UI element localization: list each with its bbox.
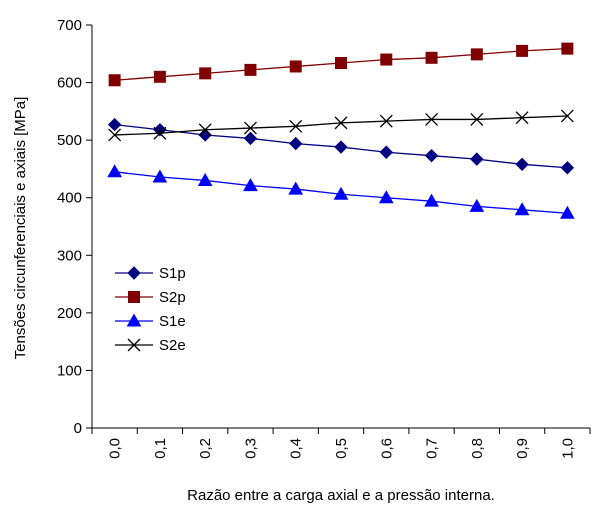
data-point	[515, 111, 529, 125]
data-point	[199, 67, 212, 80]
series-s1p	[107, 117, 575, 175]
y-tick-label: 400	[57, 190, 82, 207]
data-point	[108, 74, 121, 87]
x-tick-label: 0,3	[242, 438, 259, 459]
y-tick-label: 100	[57, 362, 82, 379]
y-tick-label: 700	[57, 17, 82, 34]
y-tick-label: 300	[57, 247, 82, 264]
data-point	[153, 70, 166, 83]
legend-marker	[127, 266, 141, 280]
legend-entry-s2e: S2e	[115, 337, 186, 354]
data-point	[243, 131, 258, 146]
series-s2e	[108, 109, 574, 142]
y-axis-title: Tensões circunferenciais e axiais [MPa]	[12, 97, 29, 360]
legend: S1p S2p S1e S2e	[115, 265, 186, 354]
x-axis-title: Razão entre a carga axial e a pressão in…	[187, 487, 495, 504]
data-point	[515, 157, 529, 172]
data-point	[289, 60, 302, 73]
y-tick-label: 200	[57, 305, 82, 322]
data-point	[561, 42, 574, 55]
data-point	[379, 145, 393, 159]
data-point	[379, 114, 393, 128]
data-point	[197, 172, 213, 186]
data-point	[516, 44, 529, 57]
x-tick-label: 0,4	[288, 438, 305, 459]
data-point	[289, 136, 303, 151]
x-tick-label: 0,5	[333, 438, 350, 459]
data-point	[334, 116, 348, 130]
x-tick-label: 0,9	[514, 438, 531, 459]
legend-label: S2p	[159, 289, 186, 306]
data-point	[470, 152, 484, 166]
data-point	[424, 148, 439, 163]
data-point	[424, 193, 439, 207]
data-point	[153, 126, 167, 140]
data-point	[425, 112, 439, 126]
data-point	[380, 53, 393, 66]
data-point	[108, 128, 122, 142]
legend-marker	[128, 291, 140, 303]
data-point	[243, 121, 257, 135]
legend-marker	[127, 338, 141, 352]
x-tick-label: 0,1	[152, 438, 169, 459]
y-tick-label: 600	[57, 75, 82, 92]
data-point	[560, 161, 575, 175]
legend-entry-s2p: S2p	[115, 289, 186, 306]
data-point	[514, 202, 530, 216]
series-layer	[107, 42, 575, 219]
data-point	[335, 56, 347, 69]
data-point	[560, 205, 575, 219]
legend-entry-s1e: S1e	[115, 313, 186, 330]
data-point	[470, 112, 484, 126]
series-s2p	[108, 42, 574, 87]
x-tick-label: 0,7	[424, 438, 441, 459]
data-point	[425, 51, 438, 64]
x-tick-label: 0,2	[197, 438, 214, 459]
data-point	[107, 117, 122, 132]
y-tick-label: 500	[57, 132, 82, 149]
legend-marker	[126, 313, 142, 327]
legend-label: S2e	[159, 337, 186, 354]
y-tick-label: 0	[74, 420, 82, 437]
x-tick-label: 0,0	[107, 438, 124, 459]
data-point	[289, 119, 303, 133]
data-point	[198, 128, 212, 142]
data-point	[152, 169, 168, 183]
data-point	[244, 63, 257, 76]
data-point	[334, 140, 348, 154]
series-s1e	[107, 164, 575, 219]
axes: 0 100 200 300 400 500 600 700 0,0 0,1 0,2 0,3 0,4 0,5…	[57, 17, 591, 459]
legend-label: S1p	[159, 265, 186, 282]
data-point	[378, 190, 394, 204]
data-point	[198, 123, 212, 137]
legend-entry-s1p: S1p	[115, 265, 186, 282]
data-point	[243, 178, 258, 192]
series-line	[114, 115, 568, 136]
x-tick-label: 0,8	[469, 438, 486, 459]
x-tick-label: 1,0	[559, 438, 576, 459]
x-tick-label: 0,6	[378, 438, 395, 459]
data-point	[288, 181, 304, 195]
data-point	[333, 186, 349, 200]
data-point	[470, 48, 483, 61]
data-point	[107, 164, 122, 178]
data-point	[560, 109, 574, 123]
data-point	[469, 198, 485, 212]
legend-label: S1e	[159, 313, 186, 330]
